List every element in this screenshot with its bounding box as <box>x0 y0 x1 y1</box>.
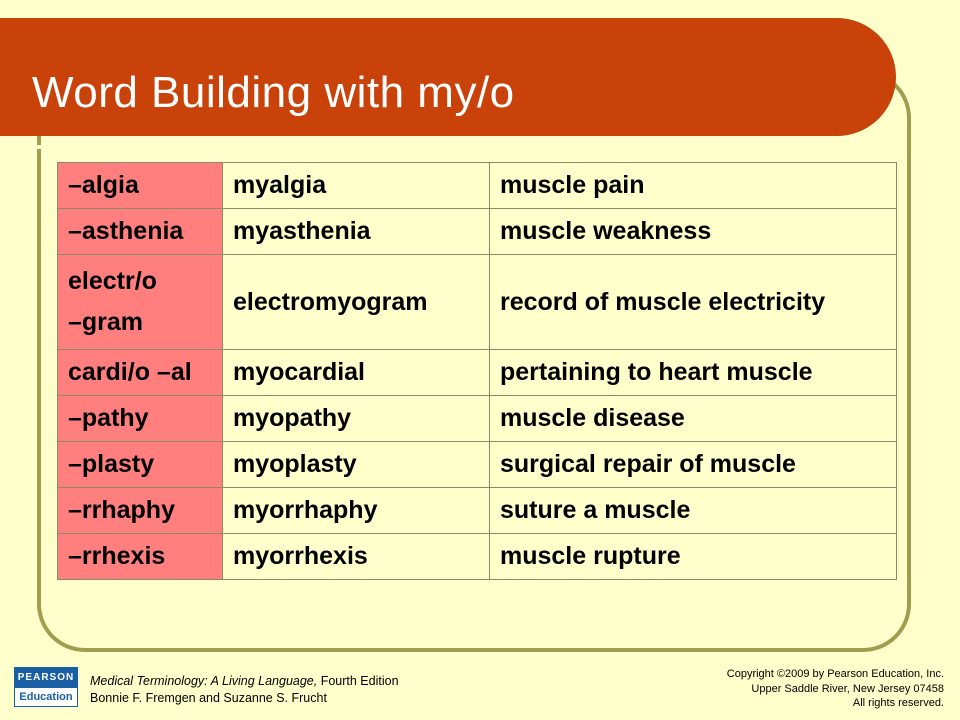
copyright-notice: Copyright ©2009 by Pearson Education, In… <box>727 667 944 711</box>
word-part-line: –gram <box>68 308 144 336</box>
word-part-cell: cardi/o –al <box>57 349 223 396</box>
meaning-cell: surgical repair of muscle <box>489 441 897 488</box>
book-credit: Medical Terminology: A Living Language, … <box>90 673 399 707</box>
title-bar: Word Building with my/o <box>0 18 896 149</box>
term-cell: myocardial <box>222 349 490 396</box>
word-part-cell: –asthenia <box>57 208 223 255</box>
table-row: cardi/o –al myocardial pertaining to hea… <box>57 349 897 396</box>
term-cell: myasthenia <box>222 208 490 255</box>
meaning-cell: muscle disease <box>489 395 897 442</box>
book-authors: Bonnie F. Fremgen and Suzanne S. Frucht <box>90 691 327 705</box>
meaning-cell: muscle pain <box>489 162 897 209</box>
term-cell: myopathy <box>222 395 490 442</box>
book-edition: Fourth Edition <box>317 674 399 688</box>
copyright-line: All rights reserved. <box>852 697 944 709</box>
meaning-cell: record of muscle electricity <box>489 254 897 350</box>
slide-title: Word Building with my/o <box>32 68 515 117</box>
table-row: –algia myalgia muscle pain <box>57 162 897 209</box>
word-part-cell: –rrhexis <box>57 533 223 580</box>
title-underline <box>0 145 848 149</box>
table-row: –rrhexis myorrhexis muscle rupture <box>57 533 897 580</box>
table-row: –rrhaphy myorrhaphy suture a muscle <box>57 487 897 534</box>
meaning-cell: muscle weakness <box>489 208 897 255</box>
table-row: –plasty myoplasty surgical repair of mus… <box>57 441 897 488</box>
word-part-cell: electr/o –gram <box>57 254 223 350</box>
term-cell: myoplasty <box>222 441 490 488</box>
word-building-table: –algia myalgia muscle pain –asthenia mya… <box>57 162 897 580</box>
book-title-line: Medical Terminology: A Living Language, … <box>90 673 399 690</box>
term-cell: electromyogram <box>222 254 490 350</box>
meaning-cell: muscle rupture <box>489 533 897 580</box>
term-cell: myorrhexis <box>222 533 490 580</box>
table-row: –asthenia myasthenia muscle weakness <box>57 208 897 255</box>
table-row: –pathy myopathy muscle disease <box>57 395 897 442</box>
word-part-cell: –algia <box>57 162 223 209</box>
meaning-cell: suture a muscle <box>489 487 897 534</box>
book-title: Medical Terminology: A Living Language, <box>90 674 318 688</box>
word-part-cell: –pathy <box>57 395 223 442</box>
logo-top-text: PEARSON <box>15 668 77 688</box>
logo-bottom-text: Education <box>19 691 73 703</box>
meaning-cell: pertaining to heart muscle <box>489 349 897 396</box>
word-part-cell: –plasty <box>57 441 223 488</box>
pearson-education-logo: PEARSON Education <box>14 667 78 707</box>
copyright-line: Copyright ©2009 by Pearson Education, In… <box>726 668 944 680</box>
term-cell: myorrhaphy <box>222 487 490 534</box>
word-part-line: electr/o <box>68 267 157 295</box>
copyright-line: Upper Saddle River, New Jersey 07458 <box>751 682 944 695</box>
word-part-cell: –rrhaphy <box>57 487 223 534</box>
term-cell: myalgia <box>222 162 490 209</box>
table-row: electr/o –gram electromyogram record of … <box>57 254 897 350</box>
